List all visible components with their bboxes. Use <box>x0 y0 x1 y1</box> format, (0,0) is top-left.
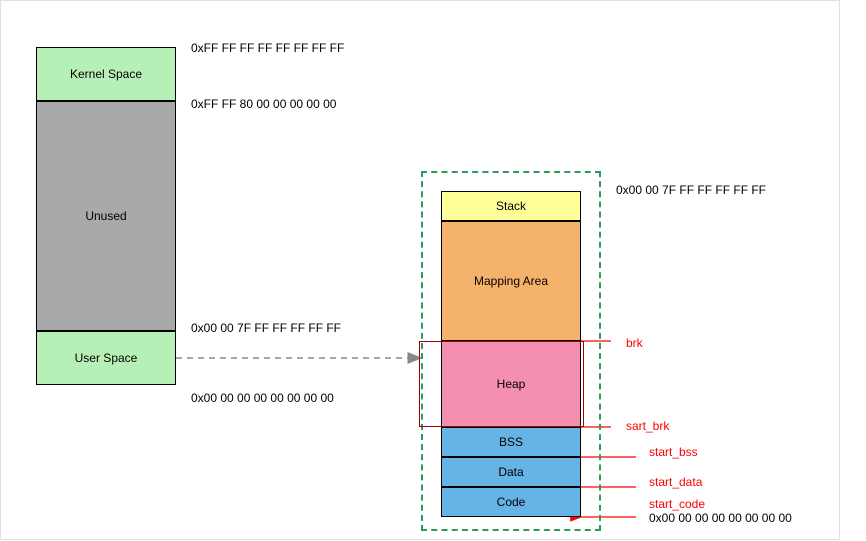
right-addr-0: 0x00 00 7F FF FF FF FF FF <box>616 183 766 197</box>
marker-brk: brk <box>626 336 643 350</box>
right-seg-stack: Stack <box>441 191 581 221</box>
marker-sart_brk: sart_brk <box>626 419 669 433</box>
marker-start_data: start_data <box>649 475 702 489</box>
right-seg-data: Data <box>441 457 581 487</box>
right-seg-bss: BSS <box>441 427 581 457</box>
marker-start_code: start_code <box>649 497 705 511</box>
right-seg-code: Code <box>441 487 581 517</box>
diagram-canvas: Kernel SpaceUnusedUser Space 0xFF FF FF … <box>0 0 840 540</box>
right-seg-mapping: Mapping Area <box>441 221 581 341</box>
marker-start_bss: start_bss <box>649 445 698 459</box>
heap-highlight <box>419 341 584 427</box>
right-addr-1: 0x00 00 00 00 00 00 00 00 <box>649 511 792 525</box>
